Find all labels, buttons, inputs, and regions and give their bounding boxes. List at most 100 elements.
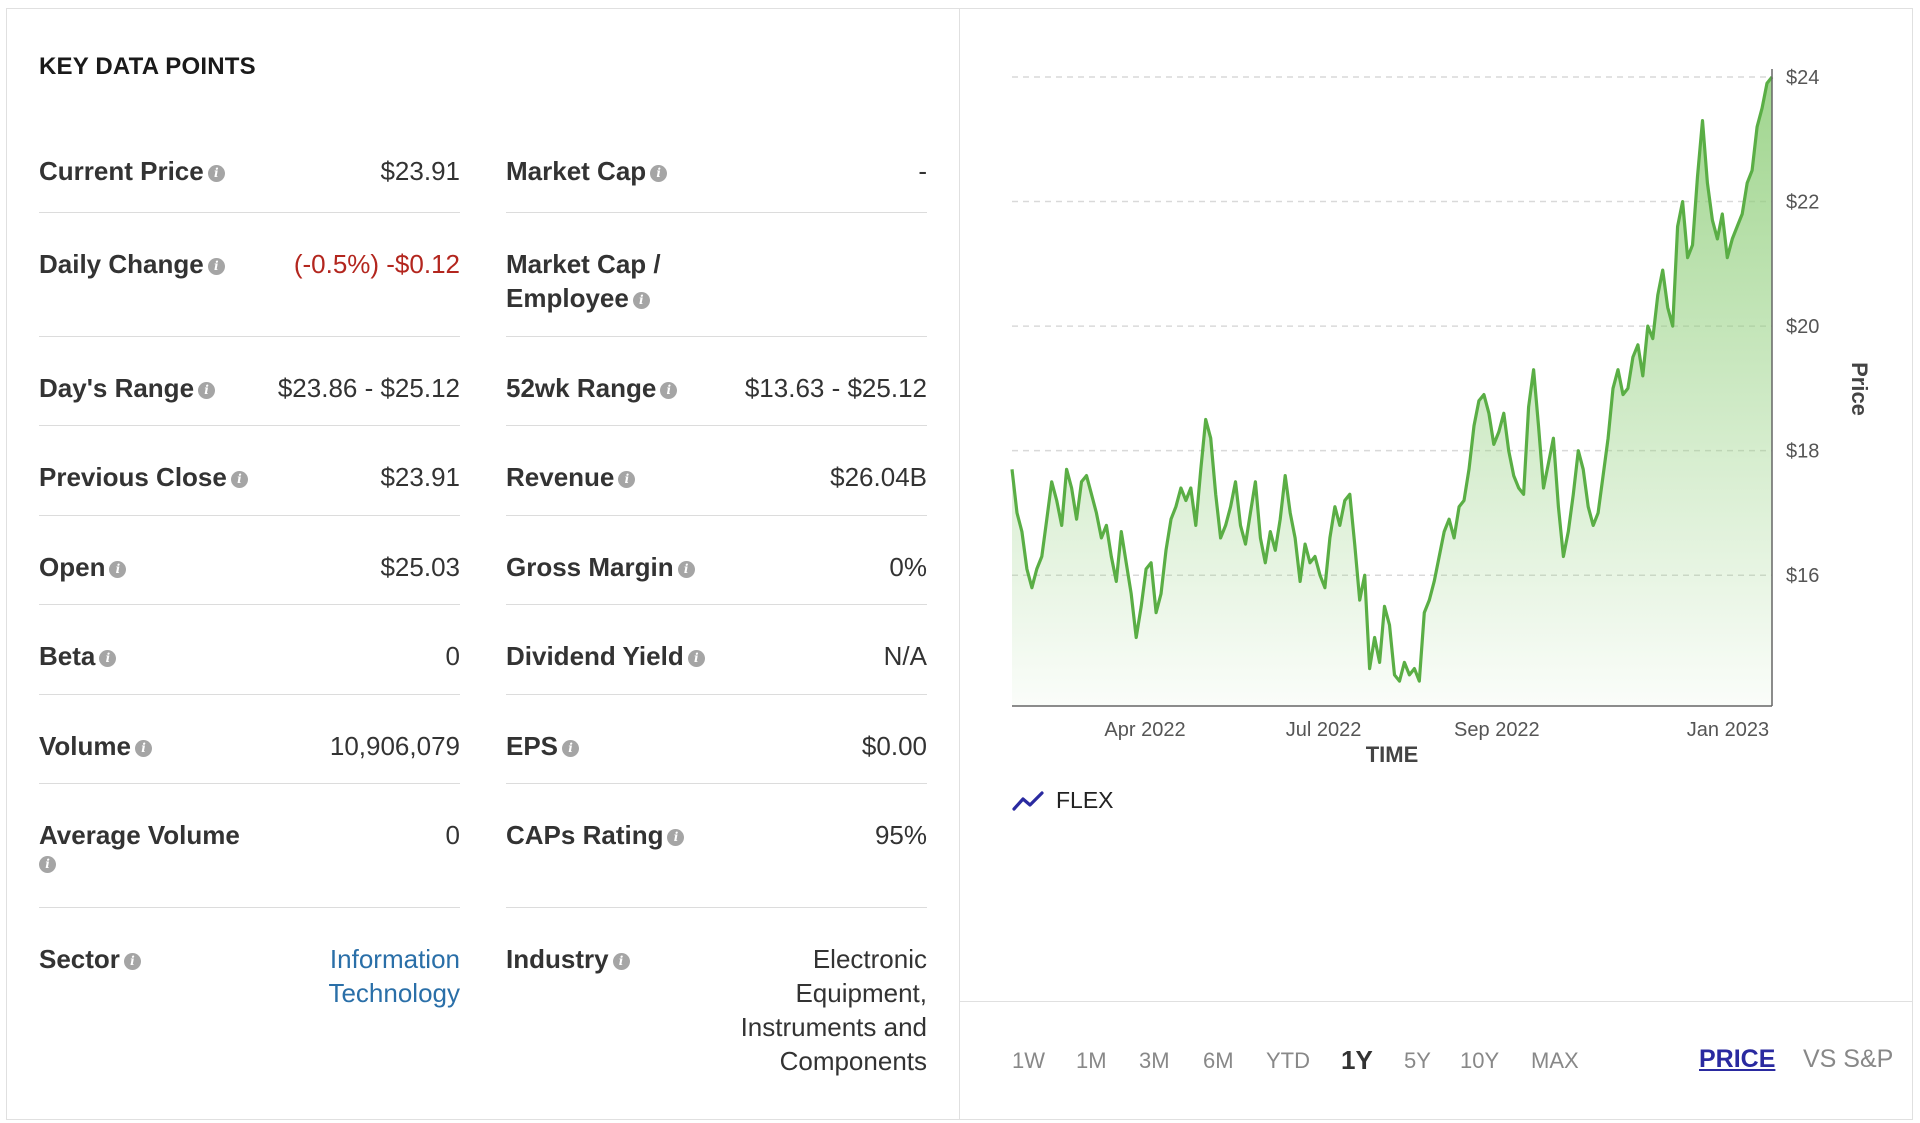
data-value: 0% <box>889 552 927 582</box>
x-axis-title: TIME <box>1366 742 1419 767</box>
x-tick-label: Jan 2023 <box>1687 719 1769 741</box>
data-row: Day's Range i $23.86 - $25.12 <box>39 337 460 426</box>
data-row: Open i $25.03 <box>39 516 460 605</box>
key-data-card: KEY DATA POINTS Current Price i $23.91 Da… <box>6 8 1913 1120</box>
data-row: Daily Change i (-0.5%) -$0.12 <box>39 213 460 337</box>
data-value: N/A <box>883 641 927 671</box>
x-tick-label: Sep 2022 <box>1454 719 1540 741</box>
data-value: $23.91 <box>380 462 460 492</box>
data-label: EPS i <box>506 729 580 763</box>
data-value: $13.63 - $25.12 <box>744 373 927 403</box>
range-button-10y[interactable]: 10Y <box>1460 1048 1500 1073</box>
data-value: 0 <box>445 641 460 671</box>
data-value: (-0.5%) -$0.12 <box>293 249 460 279</box>
y-tick-label: $16 <box>1786 565 1819 587</box>
data-row: Previous Close i $23.91 <box>39 426 460 516</box>
range-button-5y[interactable]: 5Y <box>1404 1048 1431 1073</box>
range-button-1y[interactable]: 1Y <box>1341 1045 1373 1075</box>
price-chart: $24 $22 $20 $18 $16 Apr 2022 Jul 2022 Sep 2022… <box>1010 67 1872 767</box>
mode-button-vs-sp[interactable]: VS S&P <box>1803 1045 1894 1073</box>
data-label: CAPs Rating i <box>506 818 685 852</box>
data-row: Revenue i $26.04B <box>506 426 927 516</box>
data-label: Open i <box>39 550 127 584</box>
data-label: Daily Change i <box>39 247 225 281</box>
info-icon[interactable]: i <box>207 165 225 182</box>
range-selector-bar: 1W 1M 3M 6M YTD 1Y 5Y 10Y MAX PRICE VS S… <box>960 1001 1913 1119</box>
data-value: 95% <box>874 820 927 850</box>
legend-label: FLEX <box>1056 787 1114 813</box>
data-label: Sector i <box>39 942 141 976</box>
info-icon[interactable]: i <box>134 740 152 757</box>
data-value: $0.00 <box>861 731 927 761</box>
chart-legend[interactable]: FLEX <box>1012 787 1114 814</box>
range-button-ytd[interactable]: YTD <box>1266 1048 1310 1073</box>
data-row: Gross Margin i 0% <box>506 516 927 605</box>
data-row: Dividend Yield i N/A <box>506 605 927 695</box>
y-tick-label: $22 <box>1786 192 1819 214</box>
range-button-3m[interactable]: 3M <box>1139 1048 1170 1073</box>
range-button-1m[interactable]: 1M <box>1076 1048 1107 1073</box>
range-button-1w[interactable]: 1W <box>1012 1048 1045 1073</box>
data-value: 0 <box>445 820 460 850</box>
info-icon[interactable]: i <box>677 561 695 578</box>
data-label: Gross Margin i <box>506 550 695 584</box>
data-value: $25.03 <box>380 552 460 582</box>
section-title: KEY DATA POINTS <box>39 53 256 80</box>
y-axis-title: Price <box>1847 362 1872 416</box>
data-value: $23.86 - $25.12 <box>277 373 460 403</box>
data-label: 52wk Range i <box>506 371 678 405</box>
data-label: Volume i <box>39 729 152 763</box>
data-value: $23.91 <box>380 156 460 186</box>
data-label: Current Price i <box>39 154 225 188</box>
data-row: 52wk Range i $13.63 - $25.12 <box>506 337 927 426</box>
info-icon[interactable]: i <box>612 953 630 970</box>
info-icon[interactable]: i <box>660 382 678 399</box>
info-icon[interactable]: i <box>109 561 127 578</box>
info-icon[interactable]: i <box>667 829 685 846</box>
data-row: Industry i Electronic Equipment, Instrume… <box>506 908 927 1078</box>
data-value: 10,906,079 <box>329 731 460 761</box>
data-label: Day's Range i <box>39 371 216 405</box>
info-icon[interactable]: i <box>123 953 141 970</box>
data-label: Beta i <box>39 639 117 673</box>
range-button-6m[interactable]: 6M <box>1203 1048 1234 1073</box>
data-label: Average Volume i <box>39 820 240 873</box>
data-label: Revenue i <box>506 460 636 494</box>
range-button-max[interactable]: MAX <box>1531 1048 1579 1073</box>
info-icon[interactable]: i <box>650 165 668 182</box>
sector-link[interactable]: Information Technology <box>328 944 460 1008</box>
price-line <box>1010 75 1774 683</box>
data-row: Beta i 0 <box>39 605 460 695</box>
info-icon[interactable]: i <box>230 471 248 488</box>
data-row: Average Volume i 0 <box>39 784 460 908</box>
info-icon[interactable]: i <box>618 471 636 488</box>
y-tick-label: $18 <box>1786 441 1819 463</box>
data-label: Previous Close i <box>39 460 248 494</box>
data-label: Dividend Yield i <box>506 639 705 673</box>
mode-button-price[interactable]: PRICE <box>1699 1045 1776 1073</box>
data-value: - <box>918 156 927 186</box>
info-icon[interactable]: i <box>562 740 580 757</box>
x-tick-label: Jul 2022 <box>1286 719 1362 741</box>
info-icon[interactable]: i <box>207 258 225 275</box>
y-tick-label: $24 <box>1786 67 1819 89</box>
data-label: Market Cap i <box>506 154 668 188</box>
key-data-right-column: Market Cap i - Market Cap / Employee i 52w… <box>506 120 927 1078</box>
line-chart-icon <box>1012 790 1044 811</box>
data-row: Current Price i $23.91 <box>39 120 460 213</box>
key-data-panel: KEY DATA POINTS Current Price i $23.91 Da… <box>7 9 959 1121</box>
data-row: CAPs Rating i 95% <box>506 784 927 908</box>
info-icon[interactable]: i <box>632 292 650 309</box>
key-data-left-column: Current Price i $23.91 Daily Change i (-0.… <box>39 120 460 1078</box>
data-row: Volume i 10,906,079 <box>39 695 460 784</box>
data-row: EPS i $0.00 <box>506 695 927 784</box>
info-icon[interactable]: i <box>99 650 117 667</box>
y-tick-label: $20 <box>1786 316 1819 338</box>
data-row: Market Cap / Employee i <box>506 213 927 337</box>
info-icon[interactable]: i <box>198 382 216 399</box>
info-icon[interactable]: i <box>39 856 56 873</box>
data-value: $26.04B <box>830 462 927 492</box>
data-row: Market Cap i - <box>506 120 927 213</box>
data-label: Market Cap / Employee i <box>506 249 661 313</box>
info-icon[interactable]: i <box>687 650 705 667</box>
